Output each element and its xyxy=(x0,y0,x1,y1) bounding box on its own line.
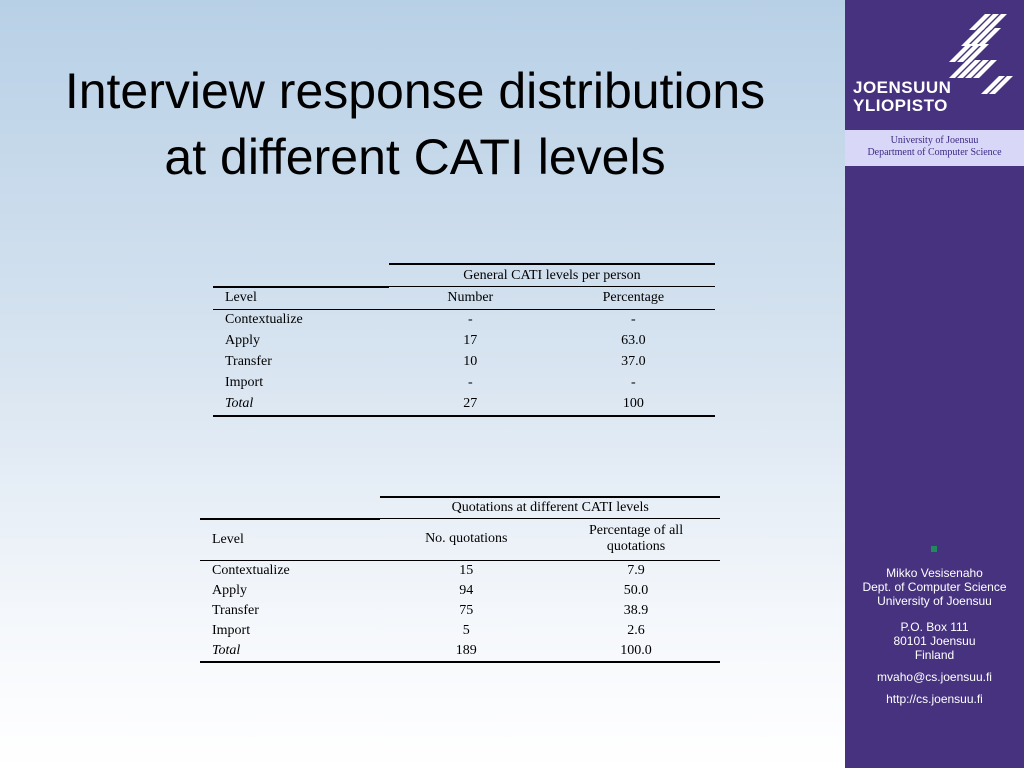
table-row: Import - - xyxy=(213,373,715,394)
contact-po-box: P.O. Box 111 xyxy=(900,620,969,634)
row-level: Import xyxy=(212,622,251,638)
row-level: Transfer xyxy=(225,354,272,369)
row-number: - xyxy=(467,375,473,390)
table-quotations-cati-levels: Quotations at different CATI levels Leve… xyxy=(200,496,720,663)
column-header-percentage-of-all: Percentage of all quotations xyxy=(552,518,720,561)
column-header-level: Level xyxy=(200,517,381,561)
row-percentage: 7.9 xyxy=(627,562,645,578)
table-total-row: Total 189 100.0 xyxy=(200,640,720,663)
row-level: Contextualize xyxy=(212,562,290,578)
total-quotations: 189 xyxy=(380,640,553,663)
table-group-header: Quotations at different CATI levels xyxy=(380,496,720,519)
slide-title: Interview response distributions at diff… xyxy=(0,58,830,190)
column-header-level: Level xyxy=(213,285,389,310)
contact-url-link[interactable]: http://cs.joensuu.fi xyxy=(886,692,983,706)
column-header-line2: quotations xyxy=(606,539,666,555)
column-header-line1: Percentage of all xyxy=(589,523,684,539)
table-row: Apply 17 63.0 xyxy=(213,331,715,352)
row-quotations: 94 xyxy=(459,582,474,598)
sidebar: JOENSUUN YLIOPISTO University of Joensuu… xyxy=(845,0,1024,768)
row-percentage: 38.9 xyxy=(623,602,649,618)
total-percentage: 100 xyxy=(551,393,715,417)
slide-title-line2: at different CATI levels xyxy=(164,129,666,185)
row-level: Transfer xyxy=(212,602,259,618)
logo-mark-icon xyxy=(949,14,1013,94)
table-corner-cell xyxy=(200,497,380,519)
table-row: Apply 94 50.0 xyxy=(200,581,720,601)
table-row: Import 5 2.6 xyxy=(200,621,720,641)
table-group-header: General CATI levels per person xyxy=(388,263,715,287)
row-level: Contextualize xyxy=(225,312,303,327)
table-corner-cell xyxy=(213,264,389,287)
table-row: Transfer 75 38.9 xyxy=(200,601,720,621)
row-number: 17 xyxy=(463,333,478,348)
row-quotations: 75 xyxy=(459,602,474,618)
table-row: Transfer 10 37.0 xyxy=(213,352,715,373)
total-label: Total xyxy=(213,393,389,417)
slide-title-line1: Interview response distributions xyxy=(64,63,766,119)
row-level: Apply xyxy=(212,582,247,598)
university-logo: JOENSUUN YLIOPISTO xyxy=(845,0,1024,128)
table-total-row: Total 27 100 xyxy=(213,393,715,417)
row-quotations: 15 xyxy=(459,562,474,578)
row-quotations: 5 xyxy=(462,622,470,638)
row-level: Import xyxy=(225,375,264,390)
row-number: - xyxy=(467,312,473,327)
row-percentage: 37.0 xyxy=(621,354,646,369)
row-percentage: 63.0 xyxy=(621,333,646,348)
table-general-cati-levels: General CATI levels per person Level Num… xyxy=(213,263,715,417)
table-row: Contextualize 15 7.9 xyxy=(200,560,720,581)
column-header-no-quotations: No. quotations xyxy=(380,518,553,561)
contact-name: Mikko Vesisenaho xyxy=(886,566,983,580)
contact-university: University of Joensuu xyxy=(877,594,992,608)
affiliation-university: University of Joensuu xyxy=(890,135,979,146)
affiliation-department: Department of Computer Science xyxy=(867,147,1002,158)
row-level: Apply xyxy=(225,333,260,348)
column-header-number: Number xyxy=(388,286,552,310)
contact-info: Mikko Vesisenaho Dept. of Computer Scien… xyxy=(845,566,1024,706)
slide-main-area: Interview response distributions at diff… xyxy=(0,0,845,768)
total-number: 27 xyxy=(388,393,552,417)
contact-email[interactable]: mvaho@cs.joensuu.fi xyxy=(877,670,992,684)
contact-country: Finland xyxy=(914,648,955,662)
table-row: Contextualize - - xyxy=(213,309,715,331)
row-percentage: - xyxy=(631,312,636,327)
logo-text-line1: JOENSUUN xyxy=(853,78,952,97)
total-percentage: 100.0 xyxy=(552,640,720,663)
affiliation-box: University of Joensuu Department of Comp… xyxy=(845,130,1024,166)
logo-text-line2: YLIOPISTO xyxy=(853,96,948,115)
row-percentage: 50.0 xyxy=(623,582,649,598)
row-percentage: - xyxy=(631,375,636,390)
total-label: Total xyxy=(200,640,381,663)
row-percentage: 2.6 xyxy=(627,622,645,638)
row-number: 10 xyxy=(463,354,478,369)
contact-postal: 80101 Joensuu xyxy=(893,634,976,648)
contact-dept: Dept. of Computer Science xyxy=(862,580,1007,594)
bullet-square-icon xyxy=(931,546,937,552)
column-header-percentage: Percentage xyxy=(551,286,715,310)
